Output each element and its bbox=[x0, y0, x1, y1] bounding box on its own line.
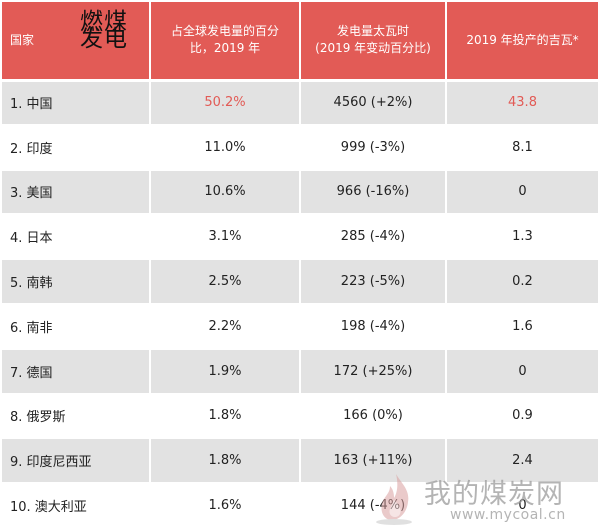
cell-generation: 163 (+11%) bbox=[300, 438, 447, 485]
cell-gw: 8.1 bbox=[446, 124, 598, 171]
cell-country: 4. 日本 bbox=[2, 214, 151, 261]
cell-country: 3. 美国 bbox=[2, 169, 151, 216]
cell-share: 10.6% bbox=[150, 169, 301, 216]
cell-generation: 4560 (+2%) bbox=[300, 80, 447, 126]
cell-share: 50.2% bbox=[150, 80, 301, 126]
table-row: 9. 印度尼西亚 1.8% 163 (+11%) 2.4 bbox=[2, 438, 598, 485]
cell-gw: 43.8 bbox=[446, 80, 598, 126]
header-country-label: 国家 bbox=[10, 32, 35, 47]
cell-generation: 144 (-4%) bbox=[300, 483, 447, 529]
cell-country: 9. 印度尼西亚 bbox=[2, 438, 151, 485]
header-generation-label: 发电量太瓦时 (2019 年变动百分比) bbox=[315, 24, 431, 56]
table-row: 2. 印度 11.0% 999 (-3%) 8.1 bbox=[2, 124, 598, 171]
cell-generation: 223 (-5%) bbox=[300, 259, 447, 305]
header-gw-label: 2019 年投产的吉瓦* bbox=[466, 32, 579, 47]
table-header-row: 国家 燃煤发电 占全球发电量的百分比，2019 年 发电量太瓦时 (2019 年… bbox=[2, 2, 598, 82]
table-row: 3. 美国 10.6% 966 (-16%) 0 bbox=[2, 169, 598, 216]
cell-country: 7. 德国 bbox=[2, 348, 151, 395]
cell-share: 1.8% bbox=[150, 438, 301, 485]
cell-generation: 198 (-4%) bbox=[300, 303, 447, 350]
cell-share: 1.6% bbox=[150, 483, 301, 529]
cell-share: 3.1% bbox=[150, 214, 301, 261]
header-generation: 发电量太瓦时 (2019 年变动百分比) bbox=[300, 2, 447, 82]
table-title: 燃煤发电 bbox=[80, 9, 128, 52]
header-gw: 2019 年投产的吉瓦* bbox=[446, 2, 598, 82]
header-share: 占全球发电量的百分比，2019 年 bbox=[150, 2, 301, 82]
cell-share: 2.5% bbox=[150, 259, 301, 305]
table-row: 5. 南韩 2.5% 223 (-5%) 0.2 bbox=[2, 259, 598, 305]
table-row: 7. 德国 1.9% 172 (+25%) 0 bbox=[2, 348, 598, 395]
cell-generation: 966 (-16%) bbox=[300, 169, 447, 216]
cell-gw: 0.2 bbox=[446, 259, 598, 305]
cell-gw: 0 bbox=[446, 169, 598, 216]
table-row: 10. 澳大利亚 1.6% 144 (-4%) 0 bbox=[2, 483, 598, 529]
header-share-label: 占全球发电量的百分比，2019 年 bbox=[170, 24, 279, 56]
cell-gw: 0 bbox=[446, 483, 598, 529]
cell-generation: 172 (+25%) bbox=[300, 348, 447, 395]
cell-gw: 0 bbox=[446, 348, 598, 395]
cell-gw: 2.4 bbox=[446, 438, 598, 485]
header-country: 国家 燃煤发电 bbox=[2, 2, 151, 82]
cell-share: 1.9% bbox=[150, 348, 301, 395]
cell-country: 5. 南韩 bbox=[2, 259, 151, 305]
cell-country: 2. 印度 bbox=[2, 124, 151, 171]
cell-share: 11.0% bbox=[150, 124, 301, 171]
cell-share: 1.8% bbox=[150, 393, 301, 440]
cell-gw: 1.3 bbox=[446, 214, 598, 261]
cell-country: 10. 澳大利亚 bbox=[2, 483, 151, 529]
cell-gw: 0.9 bbox=[446, 393, 598, 440]
cell-share: 2.2% bbox=[150, 303, 301, 350]
table-row: 1. 中国 50.2% 4560 (+2%) 43.8 bbox=[2, 80, 598, 126]
cell-country: 1. 中国 bbox=[2, 80, 151, 126]
cell-country: 8. 俄罗斯 bbox=[2, 393, 151, 440]
cell-generation: 285 (-4%) bbox=[300, 214, 447, 261]
table-row: 4. 日本 3.1% 285 (-4%) 1.3 bbox=[2, 214, 598, 261]
table-row: 6. 南非 2.2% 198 (-4%) 1.6 bbox=[2, 303, 598, 350]
table-row: 8. 俄罗斯 1.8% 166 (0%) 0.9 bbox=[2, 393, 598, 440]
cell-country: 6. 南非 bbox=[2, 303, 151, 350]
cell-gw: 1.6 bbox=[446, 303, 598, 350]
cell-generation: 166 (0%) bbox=[300, 393, 447, 440]
cell-generation: 999 (-3%) bbox=[300, 124, 447, 171]
